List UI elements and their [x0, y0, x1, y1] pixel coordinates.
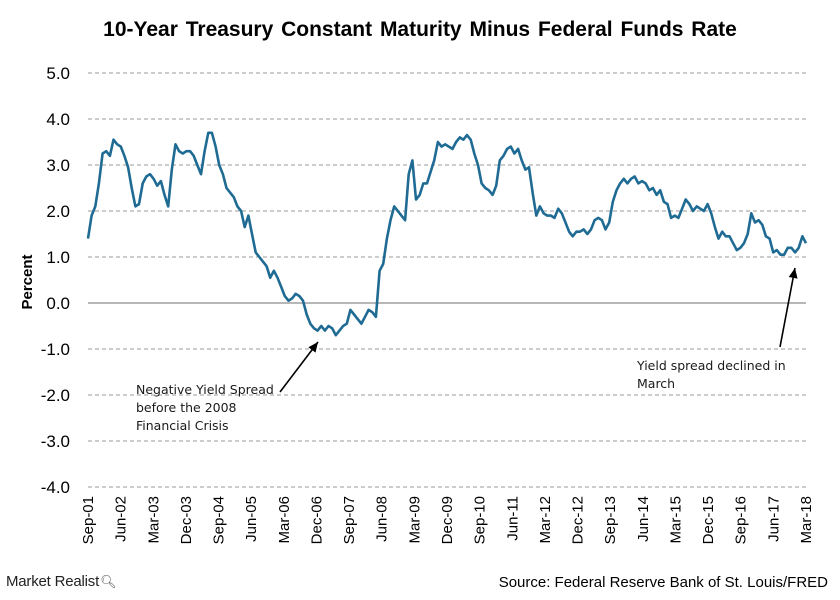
annotation-text: Yield spread declined in	[636, 358, 786, 373]
x-tick-label: Mar-09	[406, 496, 423, 544]
y-tick-label: 2.0	[46, 202, 70, 221]
x-tick-label: Dec-03	[178, 496, 195, 544]
y-tick-label: -4.0	[41, 478, 70, 497]
y-axis: 5.0 4.0 3.0 2.0 1.0 0.0 -1.0 -2.0 -3.0 -4.0	[41, 64, 70, 497]
annotation: Yield spread declined in March	[636, 267, 798, 391]
x-tick-label: Sep-16	[733, 496, 750, 544]
y-tick-label: 4.0	[46, 110, 70, 129]
y-axis-label: Percent	[19, 254, 36, 309]
series-line	[86, 131, 808, 337]
annotation-text: before the 2008	[136, 400, 237, 415]
x-tick-label: Jun-02	[113, 496, 130, 542]
brand-logo: Market Realist🔍︎	[6, 573, 117, 590]
annotation-arrow	[279, 341, 319, 393]
magnifier-icon: 🔍︎	[100, 574, 117, 589]
x-tick-label: Mar-18	[798, 496, 815, 544]
y-tick-label: 0.0	[46, 294, 70, 313]
annotation: Negative Yield Spread before the 2008 Fina…	[136, 341, 319, 433]
annotation-text: Financial Crisis	[136, 418, 229, 433]
y-tick-label: -1.0	[41, 340, 70, 359]
x-tick-label: Jun-14	[635, 496, 652, 542]
brand-name: Market Realist	[6, 573, 100, 590]
source-note: Source: Federal Reserve Bank of St. Loui…	[498, 574, 828, 591]
x-tick-label: Dec-09	[439, 496, 456, 544]
x-tick-label: Mar-03	[145, 496, 162, 544]
annotations: Negative Yield Spread before the 2008 Fina…	[136, 267, 798, 433]
x-tick-label: Mar-12	[537, 496, 554, 544]
y-tick-label: 3.0	[46, 156, 70, 175]
x-axis: Sep-01 Jun-02 Mar-03 Dec-03 Sep-04 Jun-05 Mar-…	[80, 496, 815, 544]
x-tick-label: Sep-04	[211, 496, 228, 544]
x-tick-label: Dec-06	[308, 496, 325, 544]
x-tick-label: Dec-12	[570, 496, 587, 544]
annotation-arrow	[779, 267, 796, 348]
y-tick-label: 5.0	[46, 64, 70, 83]
annotation-text: March	[637, 376, 675, 391]
gridlines	[88, 72, 806, 488]
x-tick-label: Sep-07	[341, 496, 358, 544]
y-tick-label: -3.0	[41, 432, 70, 451]
x-tick-label: Sep-13	[602, 496, 619, 544]
arrowhead	[788, 268, 798, 279]
x-tick-label: Jun-08	[374, 496, 391, 542]
chart-title: 10-Year Treasury Constant Maturity Minus…	[103, 18, 737, 41]
x-tick-label: Sep-01	[80, 496, 97, 544]
x-tick-label: Jun-11	[504, 496, 521, 541]
y-tick-label: -2.0	[41, 386, 70, 405]
x-tick-label: Mar-15	[667, 496, 684, 544]
x-tick-label: Mar-06	[276, 496, 293, 544]
arrowhead	[308, 342, 318, 353]
annotation-text: Negative Yield Spread	[136, 382, 274, 397]
x-tick-label: Jun-17	[765, 496, 782, 542]
y-tick-label: 1.0	[46, 248, 70, 267]
x-tick-label: Dec-15	[700, 496, 717, 544]
x-tick-label: Jun-05	[243, 496, 260, 542]
x-tick-label: Sep-10	[472, 496, 489, 544]
